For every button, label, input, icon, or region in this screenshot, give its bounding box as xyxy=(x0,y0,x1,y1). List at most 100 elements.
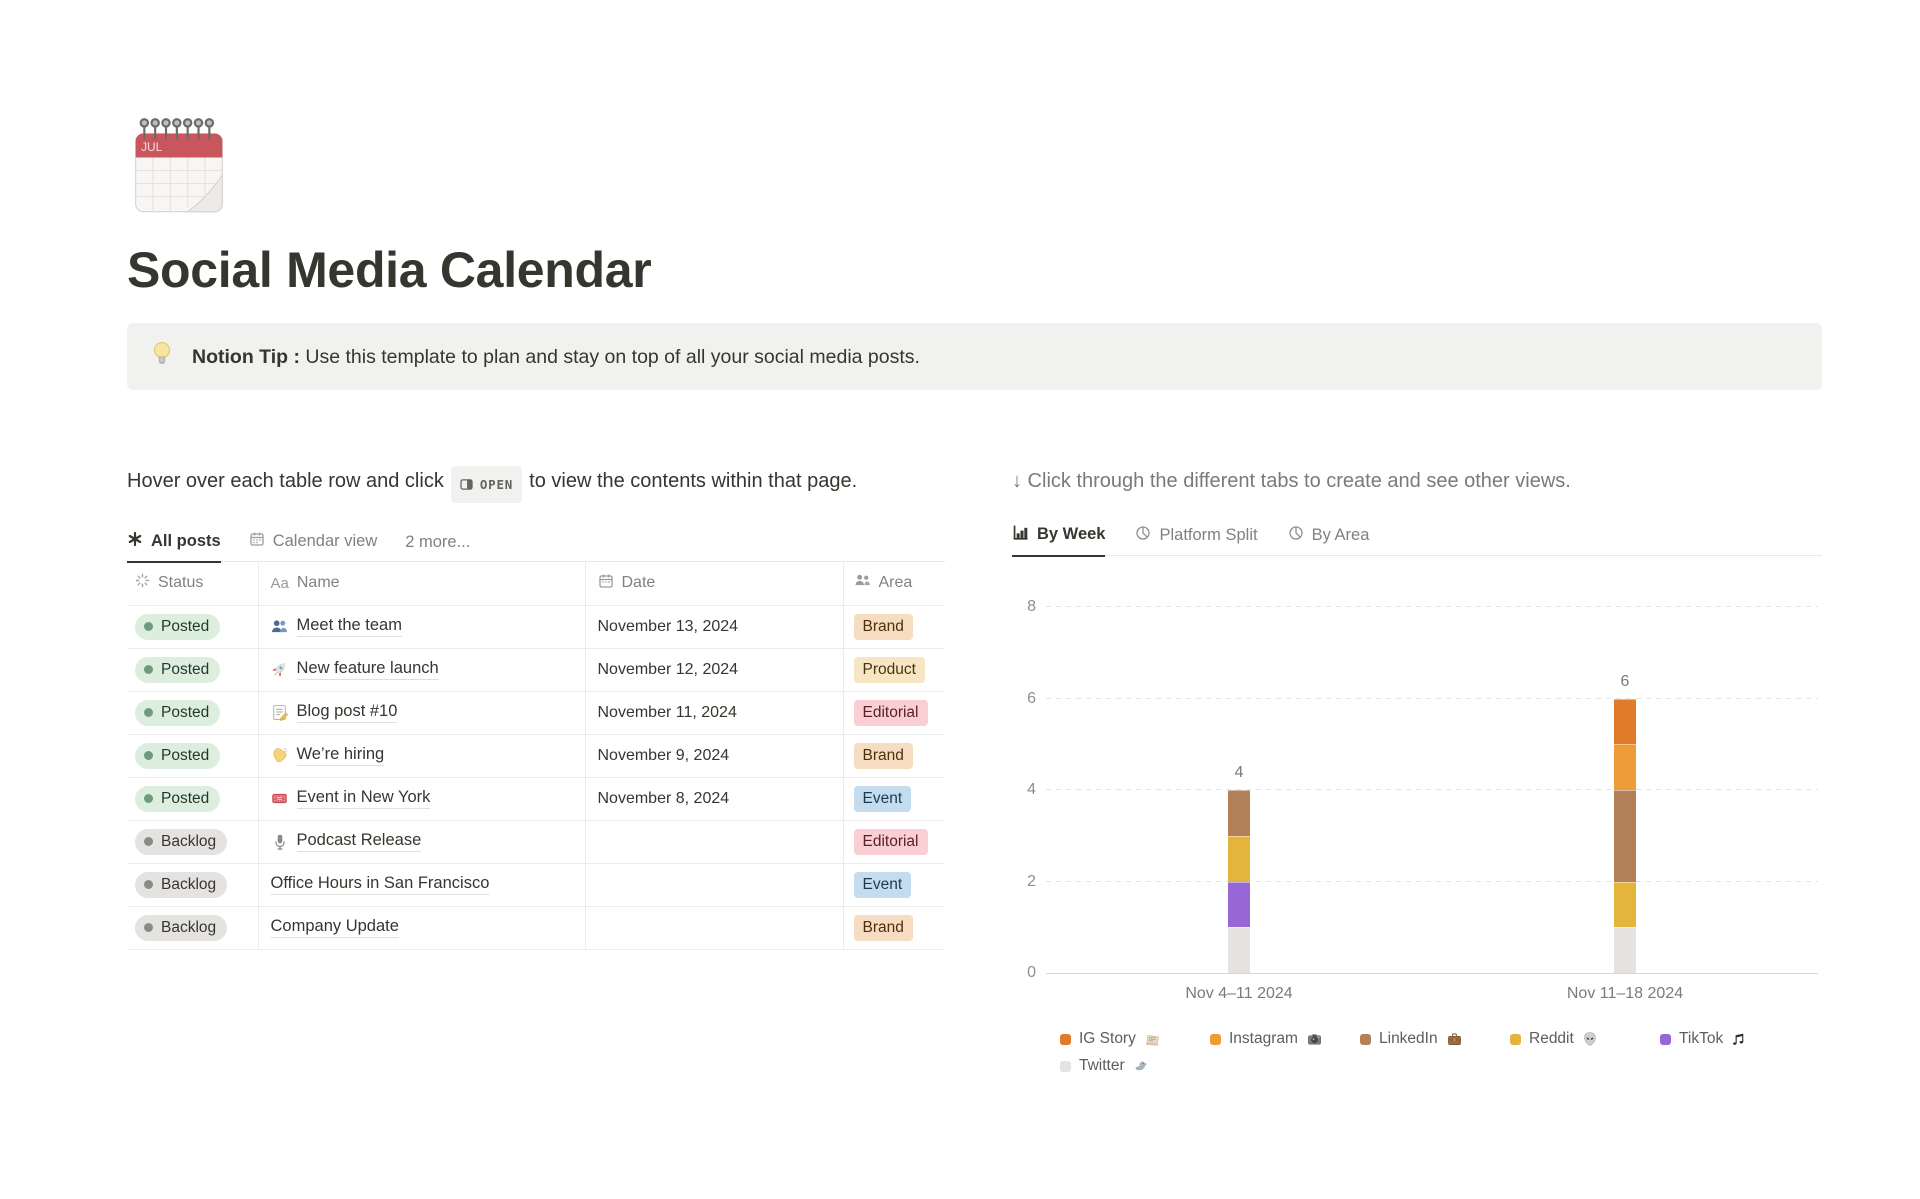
tab-more-views[interactable]: 2 more... xyxy=(405,533,470,561)
table-row[interactable]: Backlog Company Update Brand xyxy=(127,906,945,950)
tab-platform-split[interactable]: Platform Split xyxy=(1135,525,1258,555)
page-link[interactable]: New feature launch xyxy=(271,659,585,680)
bar-segment-ig-story xyxy=(1614,698,1636,745)
status-dot-icon xyxy=(144,665,153,674)
status-cell[interactable]: Posted xyxy=(127,648,259,692)
date-value: November 8, 2024 xyxy=(597,789,730,807)
chart-plot: 0 2 4 6 8 4 Nov 4–11 2024 6 Nov 11–18 2024 xyxy=(1027,598,1818,1002)
bar-segment-linkedin xyxy=(1228,790,1250,836)
musical-notes-emoji-icon xyxy=(1731,1032,1746,1047)
page-link[interactable]: Office Hours in San Francisco xyxy=(270,874,585,895)
status-label: Backlog xyxy=(161,875,217,893)
name-cell-container[interactable]: Blog post #10 xyxy=(258,691,586,735)
name-cell-container[interactable]: Podcast Release xyxy=(258,820,586,864)
chart-legend: IG Story Instagram LinkedIn Reddit TikTok Twi… xyxy=(1060,1030,1822,1075)
legend-color-chip xyxy=(1360,1033,1371,1045)
stacked-bar xyxy=(1614,698,1636,973)
area-cell[interactable]: Editorial xyxy=(843,691,945,735)
name-cell-container[interactable]: Company Update xyxy=(258,906,586,950)
stacked-bar xyxy=(1228,790,1250,973)
tab-all-posts[interactable]: All posts xyxy=(127,531,221,563)
status-cell[interactable]: Backlog xyxy=(127,863,259,907)
column-header-area[interactable]: Area xyxy=(843,562,945,606)
posts-table: Status Aa Name Date xyxy=(127,562,945,950)
y-axis-tick-label: 4 xyxy=(1027,781,1036,798)
name-cell-container[interactable]: We’re hiring xyxy=(258,734,586,778)
page-link[interactable]: Event in New York xyxy=(271,788,585,809)
date-cell[interactable] xyxy=(585,820,844,864)
date-cell[interactable] xyxy=(585,906,844,950)
area-cell[interactable]: Editorial xyxy=(843,820,945,864)
area-tag: Editorial xyxy=(853,699,928,726)
bar-segment-reddit xyxy=(1228,835,1250,882)
legend-item-instagram[interactable]: Instagram xyxy=(1210,1030,1360,1048)
table-row[interactable]: Posted We’re hiring November 9, 2024 Brand xyxy=(127,734,945,778)
date-cell[interactable]: November 12, 2024 xyxy=(585,648,844,692)
legend-item-ig-story[interactable]: IG Story xyxy=(1060,1030,1210,1048)
date-cell[interactable]: November 8, 2024 xyxy=(585,777,844,821)
weekly-stacked-bar-chart: 0 2 4 6 8 4 Nov 4–11 2024 6 Nov 11–18 2024 xyxy=(1012,598,1822,1007)
date-cell[interactable]: November 11, 2024 xyxy=(585,691,844,735)
page-link[interactable]: We’re hiring xyxy=(271,745,585,766)
briefcase-emoji-icon xyxy=(1446,1032,1463,1047)
tab-by-week[interactable]: By Week xyxy=(1012,524,1106,557)
left-instruction: Hover over each table row and click OPEN t… xyxy=(127,466,899,503)
area-cell[interactable]: Product xyxy=(843,648,945,692)
status-cell[interactable]: Backlog xyxy=(127,906,259,950)
date-cell[interactable]: November 13, 2024 xyxy=(585,605,844,649)
table-row[interactable]: Posted New feature launch November 12, 202… xyxy=(127,648,945,692)
pie-chart-icon xyxy=(1135,525,1151,546)
status-badge: Posted xyxy=(135,699,221,726)
legend-item-twitter[interactable]: Twitter xyxy=(1060,1057,1210,1075)
status-cell[interactable]: Posted xyxy=(127,605,259,649)
column-header-name[interactable]: Aa Name xyxy=(258,562,586,606)
page-link-title: Company Update xyxy=(270,917,399,938)
page-link-title: We’re hiring xyxy=(296,745,385,766)
column-header-date[interactable]: Date xyxy=(585,562,844,606)
table-row[interactable]: Backlog Podcast Release Editorial xyxy=(127,820,945,864)
x-axis-tick-label: Nov 11–18 2024 xyxy=(1566,985,1684,1002)
legend-item-linkedin[interactable]: LinkedIn xyxy=(1360,1030,1510,1048)
legend-item-reddit[interactable]: Reddit xyxy=(1510,1030,1660,1048)
area-cell[interactable]: Event xyxy=(843,863,945,907)
bar-total-label: 6 xyxy=(1620,672,1630,690)
legend-item-tiktok[interactable]: TikTok xyxy=(1660,1030,1810,1048)
legend-color-chip xyxy=(1060,1060,1071,1072)
table-row[interactable]: Posted Blog post #10 November 11, 2024 Edit… xyxy=(127,691,945,735)
area-tag: Brand xyxy=(853,742,913,769)
table-row[interactable]: Backlog Office Hours in San Francisco Even… xyxy=(127,863,945,907)
page-link[interactable]: Meet the team xyxy=(271,616,585,637)
area-cell[interactable]: Event xyxy=(843,777,945,821)
callout-text: Notion Tip : Use this template to plan a… xyxy=(192,344,920,370)
tab-calendar-view[interactable]: Calendar view xyxy=(249,531,377,561)
page-link[interactable]: Podcast Release xyxy=(271,831,585,852)
tab-by-area[interactable]: By Area xyxy=(1288,525,1369,555)
status-cell[interactable]: Posted xyxy=(127,777,259,821)
left-column: Hover over each table row and click OPEN t… xyxy=(127,466,945,1075)
status-label: Backlog xyxy=(161,832,217,850)
y-axis-tick-label: 6 xyxy=(1027,689,1036,707)
area-cell[interactable]: Brand xyxy=(843,734,945,778)
name-cell-container[interactable]: Event in New York xyxy=(258,777,586,821)
date-cell[interactable] xyxy=(585,863,844,907)
table-row[interactable]: Posted Event in New York November 8, 2024 E… xyxy=(127,777,945,821)
status-badge: Posted xyxy=(135,785,221,812)
gridline xyxy=(1046,606,1818,607)
status-cell[interactable]: Backlog xyxy=(127,820,259,864)
date-cell[interactable]: November 9, 2024 xyxy=(585,734,844,778)
status-cell[interactable]: Posted xyxy=(127,734,259,778)
bar-segment-instagram xyxy=(1614,744,1636,790)
name-cell-container[interactable]: New feature launch xyxy=(258,648,586,692)
area-tag: Event xyxy=(853,871,912,898)
page-link[interactable]: Blog post #10 xyxy=(271,702,585,723)
page-link[interactable]: Company Update xyxy=(270,917,585,938)
table-row[interactable]: Posted Meet the team November 13, 2024 Bran… xyxy=(127,605,945,649)
name-cell-container[interactable]: Meet the team xyxy=(258,605,586,649)
area-cell[interactable]: Brand xyxy=(843,906,945,950)
status-cell[interactable]: Posted xyxy=(127,691,259,735)
area-cell[interactable]: Brand xyxy=(843,605,945,649)
page-icon-calendar-emoji[interactable]: JUL xyxy=(127,112,231,216)
column-header-status[interactable]: Status xyxy=(127,562,259,606)
name-cell-container[interactable]: Office Hours in San Francisco xyxy=(258,863,586,907)
memo-emoji-icon xyxy=(271,704,289,721)
